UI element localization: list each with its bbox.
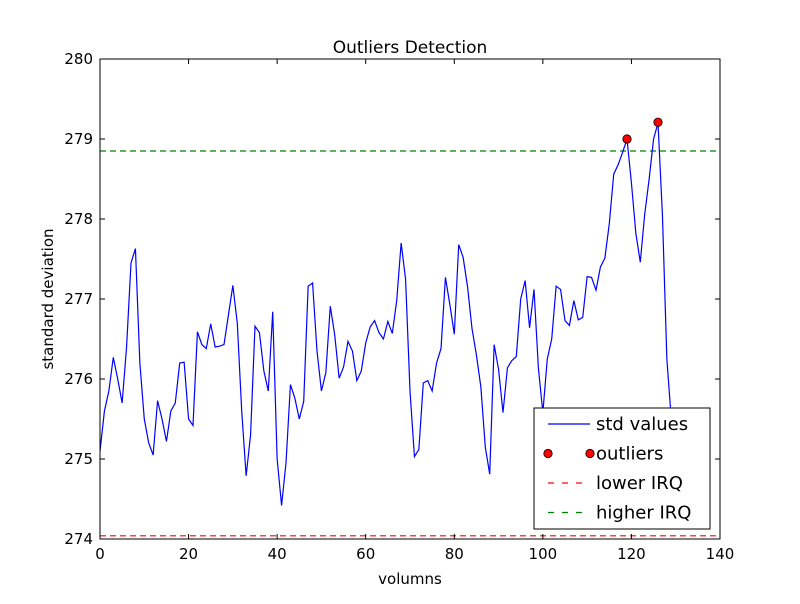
axes: 0 20 40 60 80 100 120 140 274 275 276 277 278 279 280: [64, 50, 734, 563]
x-tick-label: 20: [179, 545, 198, 563]
x-axis-label: volumns: [378, 570, 442, 588]
x-tick-label: 140: [706, 545, 735, 563]
y-tick-label: 274: [64, 530, 93, 548]
x-tick-label: 60: [356, 545, 375, 563]
outlier-point: [653, 117, 663, 127]
legend-label: std values: [596, 414, 688, 435]
x-tick-label: 40: [268, 545, 287, 563]
y-tick-label: 277: [64, 290, 93, 308]
chart-title: Outliers Detection: [333, 38, 488, 58]
legend-swatch-marker: [585, 448, 595, 459]
legend-label: higher IRQ: [596, 503, 691, 524]
y-tick-label: 278: [64, 210, 93, 228]
y-tick-label: 275: [64, 450, 93, 468]
y-tick-label: 279: [64, 130, 93, 148]
std-values-line: [100, 122, 672, 506]
y-tick-label: 280: [64, 50, 93, 68]
y-tick-label: 276: [64, 370, 93, 388]
plot-series-group: [100, 122, 720, 537]
x-tick-label: 0: [95, 545, 105, 563]
x-tick-label: 120: [617, 545, 646, 563]
legend-box: [533, 407, 711, 530]
legend-label: outliers: [596, 444, 663, 465]
x-tick-label: 80: [445, 545, 464, 563]
legend: std values outliers lower IRQ higher IRQ: [533, 407, 711, 530]
legend-label: lower IRQ: [596, 473, 683, 494]
plot-area: [100, 117, 720, 537]
x-tick-label: 100: [529, 545, 558, 563]
y-axis-label: standard deviation: [39, 228, 57, 369]
legend-swatch-marker: [543, 448, 553, 459]
outlier-point: [622, 134, 632, 144]
